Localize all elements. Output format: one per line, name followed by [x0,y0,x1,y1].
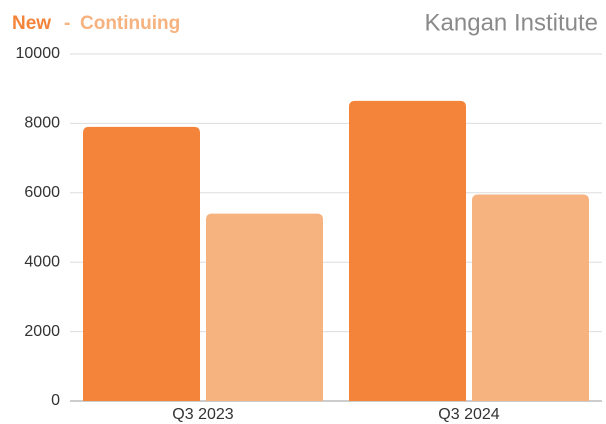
y-tick-label: 0 [51,392,60,409]
chart-title: Kangan Institute [425,9,598,36]
y-tick-label: 2000 [24,323,60,340]
bar [472,194,589,401]
bar [206,213,323,401]
bar [83,126,200,402]
x-tick-label: Q3 2023 [172,406,233,423]
y-tick-label: 8000 [24,115,60,132]
y-tick-label: 4000 [24,253,60,270]
legend-entry: New [12,13,51,34]
legend-entry: Continuing [80,13,180,34]
bar [349,100,466,401]
legend-separator: - [64,13,70,34]
y-tick-label: 6000 [24,184,60,201]
y-tick-label: 10000 [16,45,61,62]
x-tick-label: Q3 2024 [438,406,499,423]
